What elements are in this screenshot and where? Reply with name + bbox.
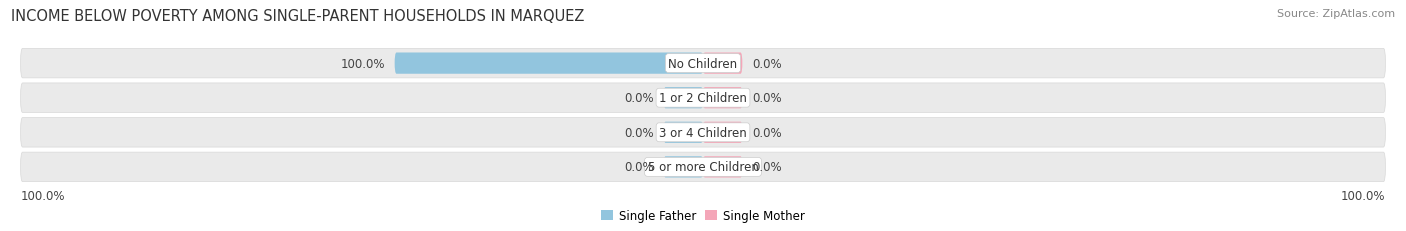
Text: 0.0%: 0.0% xyxy=(752,161,782,174)
FancyBboxPatch shape xyxy=(395,53,703,74)
Text: 100.0%: 100.0% xyxy=(21,189,65,202)
Text: 0.0%: 0.0% xyxy=(624,92,654,105)
Text: 0.0%: 0.0% xyxy=(752,126,782,139)
FancyBboxPatch shape xyxy=(21,118,1385,147)
FancyBboxPatch shape xyxy=(664,88,703,109)
Text: 0.0%: 0.0% xyxy=(752,92,782,105)
Text: 1 or 2 Children: 1 or 2 Children xyxy=(659,92,747,105)
Text: 5 or more Children: 5 or more Children xyxy=(648,161,758,174)
FancyBboxPatch shape xyxy=(703,157,742,178)
Text: 100.0%: 100.0% xyxy=(340,57,385,70)
Text: 0.0%: 0.0% xyxy=(624,161,654,174)
FancyBboxPatch shape xyxy=(21,49,1385,79)
Text: 100.0%: 100.0% xyxy=(1341,189,1385,202)
Text: 0.0%: 0.0% xyxy=(752,57,782,70)
FancyBboxPatch shape xyxy=(21,84,1385,113)
FancyBboxPatch shape xyxy=(703,53,742,74)
Text: 0.0%: 0.0% xyxy=(624,126,654,139)
FancyBboxPatch shape xyxy=(703,122,742,143)
Text: INCOME BELOW POVERTY AMONG SINGLE-PARENT HOUSEHOLDS IN MARQUEZ: INCOME BELOW POVERTY AMONG SINGLE-PARENT… xyxy=(11,9,585,24)
Text: 3 or 4 Children: 3 or 4 Children xyxy=(659,126,747,139)
FancyBboxPatch shape xyxy=(21,152,1385,182)
Text: No Children: No Children xyxy=(668,57,738,70)
Text: Source: ZipAtlas.com: Source: ZipAtlas.com xyxy=(1277,9,1395,19)
FancyBboxPatch shape xyxy=(664,157,703,178)
FancyBboxPatch shape xyxy=(664,122,703,143)
Legend: Single Father, Single Mother: Single Father, Single Mother xyxy=(596,204,810,227)
FancyBboxPatch shape xyxy=(703,88,742,109)
